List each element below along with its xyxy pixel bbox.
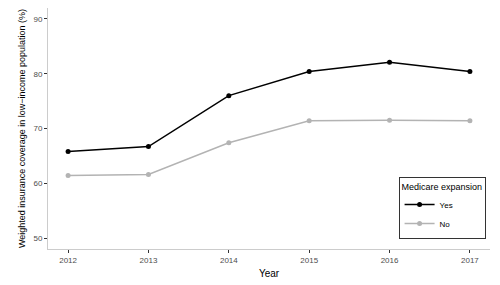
svg-text:Year: Year xyxy=(259,268,280,279)
svg-text:Medicare expansion: Medicare expansion xyxy=(402,182,483,192)
svg-text:2014: 2014 xyxy=(220,256,238,265)
svg-text:50: 50 xyxy=(33,234,42,243)
svg-text:2016: 2016 xyxy=(381,256,399,265)
svg-text:2015: 2015 xyxy=(300,256,318,265)
svg-text:80: 80 xyxy=(33,70,42,79)
svg-text:2012: 2012 xyxy=(59,256,77,265)
svg-text:2017: 2017 xyxy=(461,256,479,265)
svg-text:90: 90 xyxy=(33,15,42,24)
svg-text:60: 60 xyxy=(33,179,42,188)
svg-text:Weighted insurance coverage in: Weighted insurance coverage in low−incom… xyxy=(17,9,27,248)
svg-text:Yes: Yes xyxy=(440,201,453,210)
svg-text:No: No xyxy=(440,220,451,229)
svg-text:2013: 2013 xyxy=(140,256,158,265)
svg-text:70: 70 xyxy=(33,124,42,133)
